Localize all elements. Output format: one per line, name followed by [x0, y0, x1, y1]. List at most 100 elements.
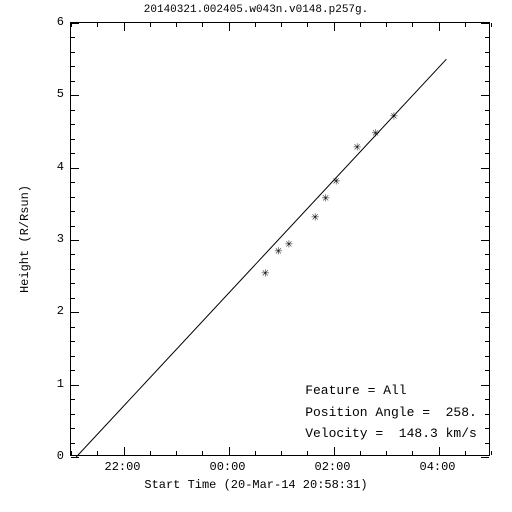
- x-minor-tick: [202, 451, 203, 455]
- x-minor-tick: [465, 451, 466, 455]
- x-minor-tick: [255, 23, 256, 27]
- x-minor-tick: [176, 451, 177, 455]
- x-tick-label: 00:00: [209, 460, 245, 474]
- x-tick-label: 22:00: [104, 460, 140, 474]
- data-point: ✳: [285, 237, 293, 250]
- x-minor-tick: [386, 23, 387, 27]
- y-minor-tick: [71, 139, 75, 140]
- y-tick-label: 4: [57, 160, 64, 174]
- y-minor-tick: [71, 414, 75, 415]
- y-minor-tick: [485, 66, 489, 67]
- x-minor-tick: [307, 451, 308, 455]
- data-point: ✳: [274, 244, 282, 257]
- y-minor-tick: [485, 211, 489, 212]
- y-tick: [71, 168, 79, 169]
- y-minor-tick: [485, 283, 489, 284]
- y-minor-tick: [71, 197, 75, 198]
- y-minor-tick: [71, 211, 75, 212]
- x-minor-tick: [176, 23, 177, 27]
- y-minor-tick: [485, 153, 489, 154]
- y-tick: [71, 312, 79, 313]
- annotation-text: Position Angle = 258.: [305, 405, 477, 420]
- x-minor-tick: [360, 23, 361, 27]
- x-minor-tick: [465, 23, 466, 27]
- x-minor-tick: [150, 451, 151, 455]
- y-minor-tick: [485, 139, 489, 140]
- y-minor-tick: [71, 37, 75, 38]
- y-minor-tick: [71, 341, 75, 342]
- y-minor-tick: [485, 52, 489, 53]
- y-tick: [481, 240, 489, 241]
- y-minor-tick: [485, 356, 489, 357]
- plot-area: ✳✳✳✳✳✳✳✳✳: [70, 22, 490, 456]
- y-minor-tick: [485, 428, 489, 429]
- x-tick: [334, 447, 335, 455]
- y-minor-tick: [71, 66, 75, 67]
- y-minor-tick: [485, 370, 489, 371]
- x-tick: [229, 447, 230, 455]
- x-tick: [439, 447, 440, 455]
- y-tick: [481, 95, 489, 96]
- y-tick: [71, 95, 79, 96]
- y-minor-tick: [71, 81, 75, 82]
- y-minor-tick: [71, 370, 75, 371]
- y-minor-tick: [485, 399, 489, 400]
- y-tick: [481, 23, 489, 24]
- x-tick: [334, 23, 335, 31]
- y-minor-tick: [71, 443, 75, 444]
- x-minor-tick: [412, 451, 413, 455]
- x-tick: [124, 23, 125, 31]
- x-minor-tick: [255, 451, 256, 455]
- y-minor-tick: [71, 254, 75, 255]
- x-tick: [229, 23, 230, 31]
- y-minor-tick: [485, 182, 489, 183]
- data-point: ✳: [322, 192, 330, 205]
- y-minor-tick: [71, 356, 75, 357]
- y-tick: [481, 312, 489, 313]
- y-minor-tick: [71, 399, 75, 400]
- y-tick-label: 3: [57, 232, 64, 246]
- x-minor-tick: [71, 451, 72, 455]
- x-minor-tick: [281, 23, 282, 27]
- y-tick-label: 5: [57, 87, 64, 101]
- y-minor-tick: [485, 298, 489, 299]
- data-point: ✳: [390, 109, 398, 122]
- y-minor-tick: [71, 298, 75, 299]
- y-minor-tick: [485, 226, 489, 227]
- y-minor-tick: [71, 52, 75, 53]
- y-tick: [481, 457, 489, 458]
- y-minor-tick: [71, 327, 75, 328]
- x-minor-tick: [97, 23, 98, 27]
- y-axis-label: Height (R/Rsun): [18, 185, 32, 293]
- fit-line: [71, 23, 491, 457]
- y-tick-label: 0: [57, 449, 64, 463]
- y-minor-tick: [71, 153, 75, 154]
- y-minor-tick: [485, 124, 489, 125]
- y-minor-tick: [71, 428, 75, 429]
- x-tick: [439, 23, 440, 31]
- y-minor-tick: [485, 327, 489, 328]
- annotation-text: Feature = All: [305, 383, 406, 398]
- y-minor-tick: [71, 110, 75, 111]
- x-minor-tick: [281, 451, 282, 455]
- y-minor-tick: [71, 124, 75, 125]
- x-minor-tick: [71, 23, 72, 27]
- y-minor-tick: [485, 254, 489, 255]
- y-tick: [71, 457, 79, 458]
- data-point: ✳: [311, 210, 319, 223]
- y-minor-tick: [485, 269, 489, 270]
- x-minor-tick: [360, 451, 361, 455]
- x-minor-tick: [307, 23, 308, 27]
- y-minor-tick: [71, 283, 75, 284]
- data-point: ✳: [261, 266, 269, 279]
- y-minor-tick: [485, 443, 489, 444]
- x-minor-tick: [202, 23, 203, 27]
- y-minor-tick: [485, 414, 489, 415]
- y-tick-label: 1: [57, 377, 64, 391]
- x-minor-tick: [491, 23, 492, 27]
- y-tick-label: 2: [57, 304, 64, 318]
- data-point: ✳: [372, 126, 380, 139]
- y-minor-tick: [485, 81, 489, 82]
- x-tick: [124, 447, 125, 455]
- annotation-text: Velocity = 148.3 km/s: [305, 426, 477, 441]
